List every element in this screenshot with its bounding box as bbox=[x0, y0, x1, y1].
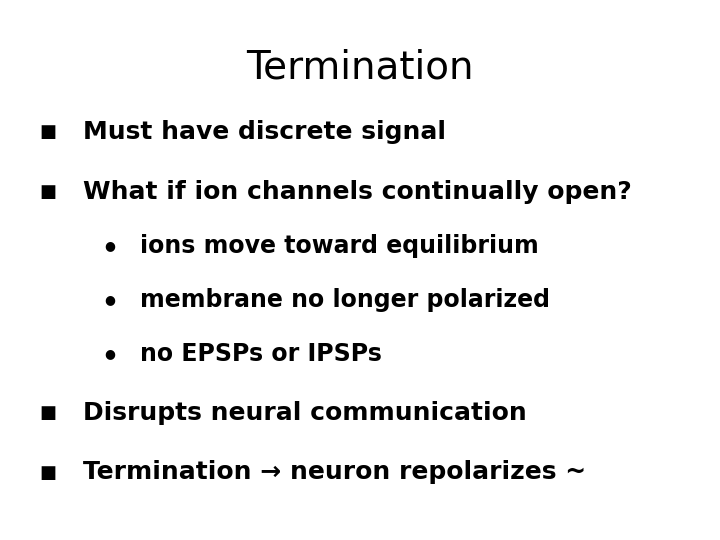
Text: ●: ● bbox=[104, 347, 115, 360]
Text: Termination → neuron repolarizes ~: Termination → neuron repolarizes ~ bbox=[83, 461, 586, 484]
Text: Must have discrete signal: Must have discrete signal bbox=[83, 120, 446, 144]
Text: ●: ● bbox=[104, 293, 115, 306]
Text: Termination: Termination bbox=[246, 49, 474, 86]
Text: ■: ■ bbox=[40, 183, 57, 201]
Text: membrane no longer polarized: membrane no longer polarized bbox=[140, 288, 550, 312]
Text: ions move toward equilibrium: ions move toward equilibrium bbox=[140, 234, 539, 258]
Text: What if ion channels continually open?: What if ion channels continually open? bbox=[83, 180, 631, 204]
Text: no EPSPs or IPSPs: no EPSPs or IPSPs bbox=[140, 342, 382, 366]
Text: ●: ● bbox=[104, 239, 115, 252]
Text: ■: ■ bbox=[40, 463, 57, 482]
Text: Disrupts neural communication: Disrupts neural communication bbox=[83, 401, 526, 425]
Text: ■: ■ bbox=[40, 404, 57, 422]
Text: ■: ■ bbox=[40, 123, 57, 141]
